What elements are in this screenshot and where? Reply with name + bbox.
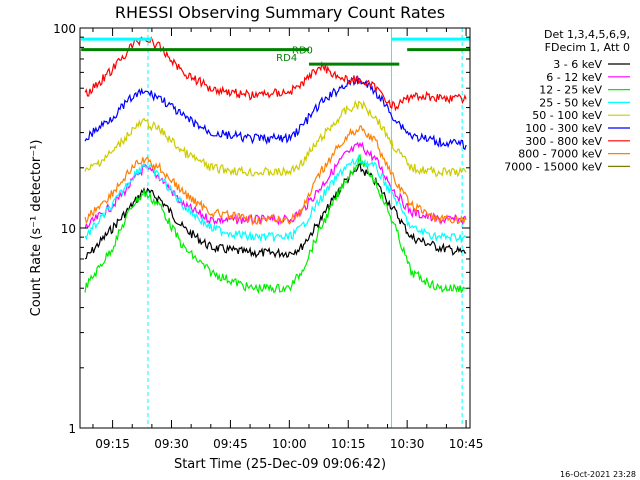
y-tick-label: 100 — [53, 22, 76, 36]
legend: Det 1,3,4,5,6,9,FDecim 1, Att 0 3 - 6 keV… — [504, 28, 630, 173]
legend-label: 25 - 50 keV — [539, 96, 602, 109]
series-line-0 — [84, 162, 467, 260]
legend-label: 50 - 100 keV — [532, 109, 602, 122]
series-line-3 — [84, 153, 467, 244]
legend-header-line: Det 1,3,4,5,6,9, — [544, 28, 630, 41]
x-tick-label: 10:30 — [390, 437, 425, 451]
legend-label: 6 - 12 keV — [546, 71, 602, 84]
y-tick-label: 1 — [68, 422, 76, 436]
legend-label: 300 - 800 keV — [525, 135, 602, 148]
legend-label: 100 - 300 keV — [525, 122, 602, 135]
x-tick-label: 09:30 — [154, 437, 189, 451]
series-line-7 — [84, 125, 467, 226]
series-line-1 — [84, 141, 467, 229]
annotation-rd4: RD4 — [276, 53, 297, 64]
x-tick-label: 09:45 — [213, 437, 248, 451]
y-tick-label: 10 — [61, 222, 76, 236]
x-tick-label: 10:00 — [272, 437, 307, 451]
series-line-4 — [84, 99, 467, 178]
legend-label: 12 - 25 keV — [539, 84, 602, 97]
legend-header-line: FDecim 1, Att 0 — [545, 41, 630, 54]
x-tick-label: 10:15 — [331, 437, 366, 451]
series-line-5 — [84, 75, 467, 151]
annotation-rd0: RD0 — [292, 46, 313, 57]
series-line-2 — [84, 153, 467, 295]
legend-label: 800 - 7000 keV — [518, 148, 602, 161]
y-axis-label: Count Rate (s⁻¹ detector⁻¹) — [29, 140, 44, 317]
legend-label: 3 - 6 keV — [553, 58, 602, 71]
generated-timestamp: 16-Oct-2021 23:28 — [560, 470, 636, 479]
x-axis-label: Start Time (25-Dec-09 09:06:42) — [174, 457, 386, 472]
plot-frame — [79, 27, 471, 429]
x-tick-label: 10:45 — [449, 437, 484, 451]
x-tick-label: 09:15 — [95, 437, 130, 451]
legend-label: 7000 - 15000 keV — [504, 160, 602, 173]
series-line-6 — [84, 36, 467, 112]
chart-title: RHESSI Observing Summary Count Rates — [115, 3, 445, 22]
